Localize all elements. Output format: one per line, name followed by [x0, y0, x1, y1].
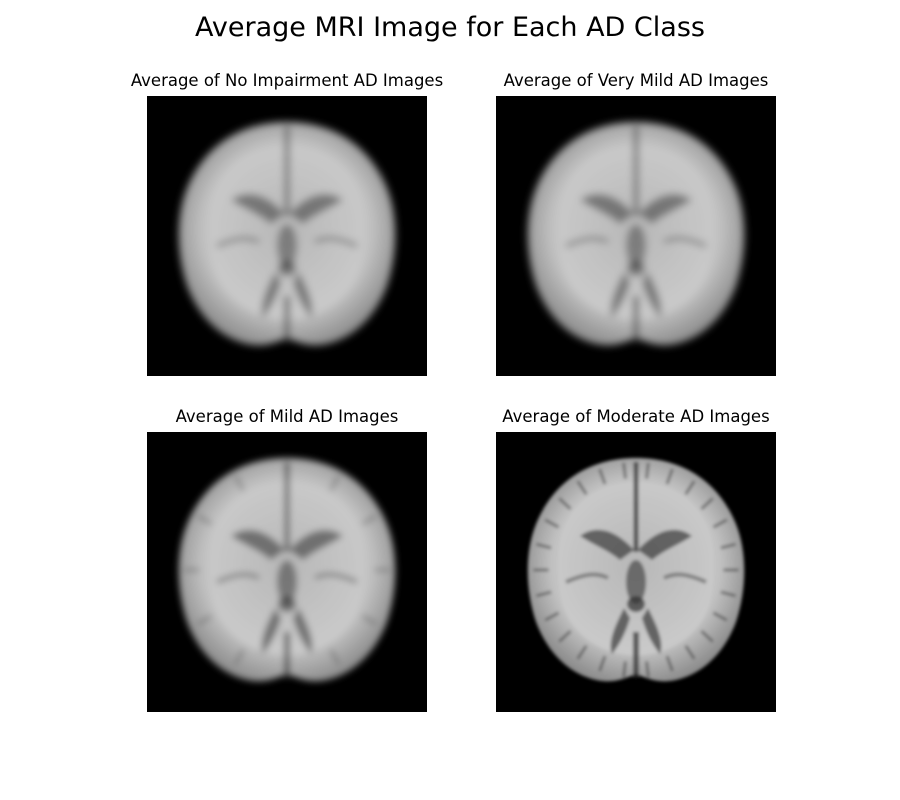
- mri-image-very-mild: [496, 96, 776, 376]
- figure-title: Average MRI Image for Each AD Class: [195, 12, 705, 43]
- panel-title-mild: Average of Mild AD Images: [175, 407, 399, 426]
- mri-image-moderate: [496, 432, 776, 712]
- panel-title-no-impairment: Average of No Impairment AD Images: [130, 71, 444, 90]
- mri-image-no-impairment: [147, 96, 427, 376]
- mri-image-mild: [147, 432, 427, 712]
- panel-title-very-mild: Average of Very Mild AD Images: [503, 71, 769, 90]
- panel-title-moderate: Average of Moderate AD Images: [502, 407, 770, 426]
